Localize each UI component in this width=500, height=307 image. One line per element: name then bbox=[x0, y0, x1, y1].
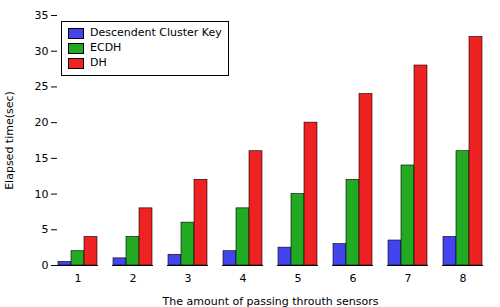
html-text:Descendent Cluster Key: Descendent Cluster Key bbox=[90, 26, 222, 39]
svg-text:25: 25 bbox=[35, 80, 49, 93]
svg-text:1: 1 bbox=[75, 272, 82, 285]
svg-text:15: 15 bbox=[35, 152, 49, 165]
svg-text:Elapsed time(sec): Elapsed time(sec) bbox=[3, 91, 16, 190]
html-text:DH: DH bbox=[90, 55, 107, 69]
svg-text:8: 8 bbox=[460, 272, 467, 285]
svg-text:0: 0 bbox=[42, 259, 49, 272]
svg-text:10: 10 bbox=[35, 188, 49, 201]
svg-text:3: 3 bbox=[185, 272, 192, 285]
svg-text:35: 35 bbox=[35, 9, 49, 22]
html-text:ECDH: ECDH bbox=[90, 40, 122, 54]
svg-text:6: 6 bbox=[350, 272, 357, 285]
svg-text:20: 20 bbox=[35, 116, 49, 129]
svg-text:30: 30 bbox=[35, 45, 49, 58]
svg-text:4: 4 bbox=[240, 272, 247, 285]
svg-text:2: 2 bbox=[130, 272, 137, 285]
svg-text:5: 5 bbox=[42, 223, 49, 236]
svg-text:The amount of passing throuth: The amount of passing throuth sensors bbox=[162, 295, 379, 307]
svg-text:5: 5 bbox=[295, 272, 302, 285]
svg-text:7: 7 bbox=[405, 272, 412, 285]
